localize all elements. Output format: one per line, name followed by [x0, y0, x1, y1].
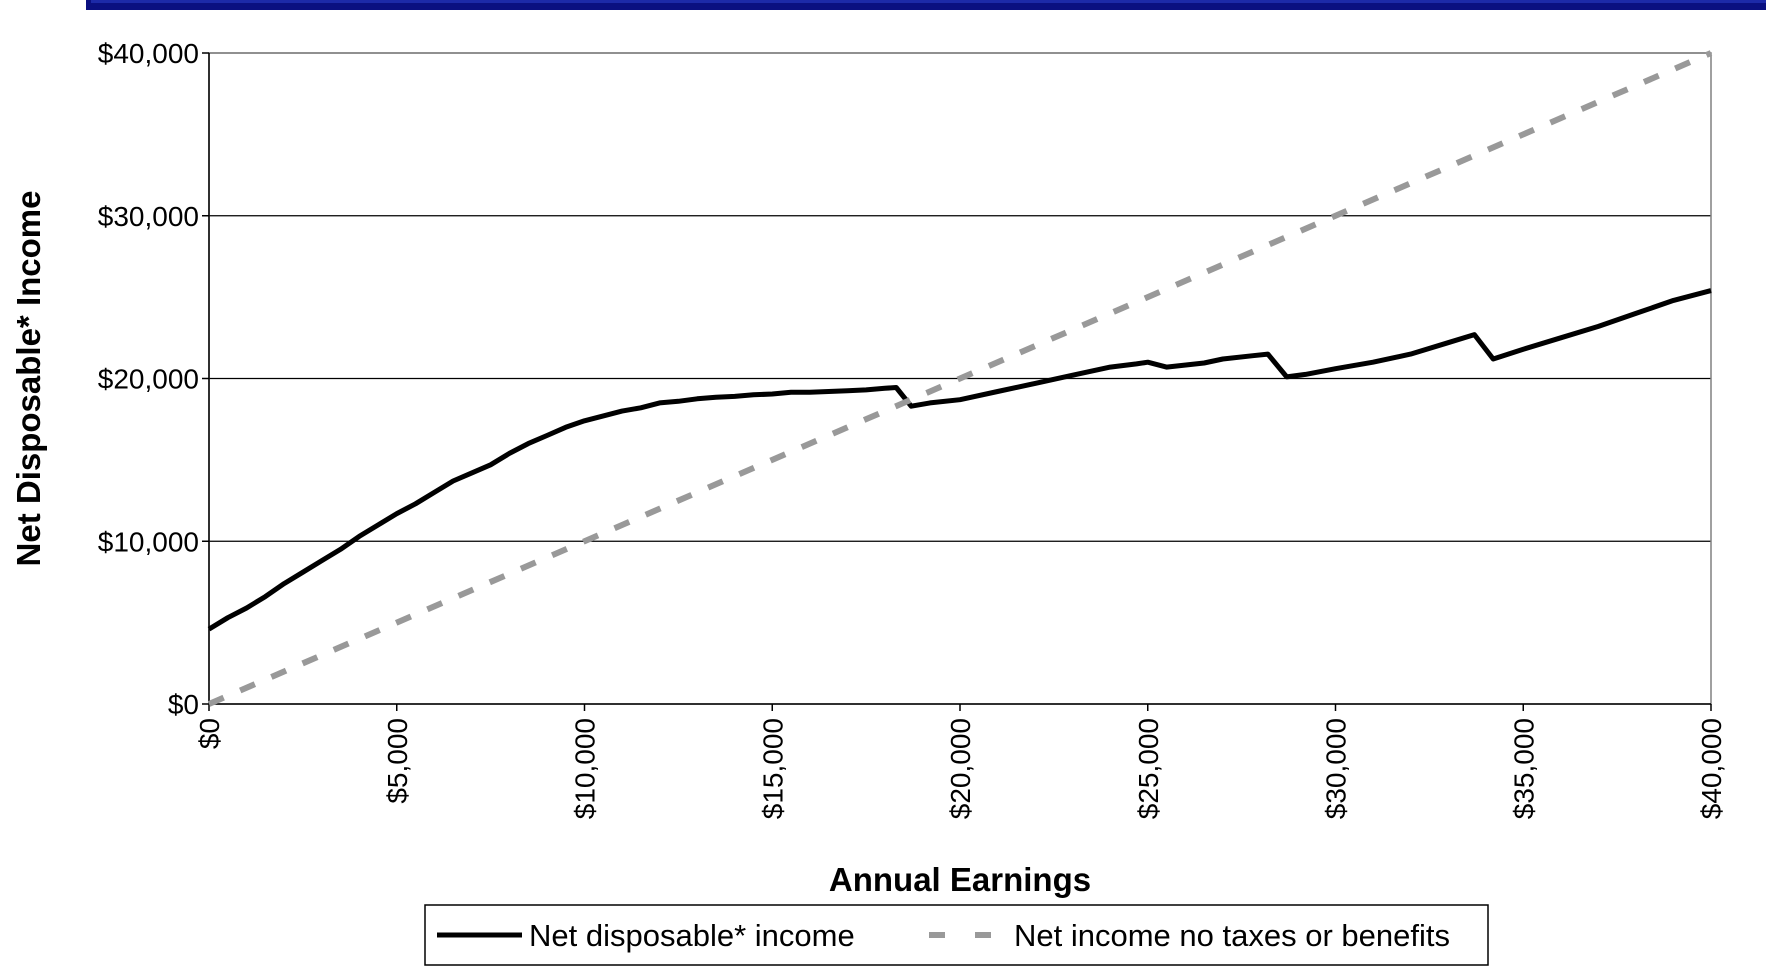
y-tick-label-1: $10,000 — [98, 526, 199, 557]
plot-area: $0 $10,000 $20,000 $30,000 $40,000 $0 $5,000 $1… — [10, 38, 1727, 898]
y-tick-label-2: $20,000 — [98, 364, 199, 395]
x-tick-label-4: $20,000 — [945, 718, 976, 819]
series-line-net-income-no-taxes — [207, 50, 1713, 707]
y-tick-label-4: $40,000 — [98, 38, 199, 69]
legend-box — [424, 904, 1489, 966]
x-tick-label-2: $10,000 — [570, 718, 601, 819]
legend: Net disposable* income Net income no taxe… — [424, 904, 1489, 966]
y-axis-title: Net Disposable* Income — [10, 191, 47, 567]
top-banner-accent — [0, 0, 1766, 3]
x-tick-label-8: $40,000 — [1696, 718, 1727, 819]
top-banner-divider — [86, 0, 91, 10]
x-tick-label-6: $30,000 — [1321, 718, 1352, 819]
series-line-net-disposable-income — [207, 288, 1712, 632]
x-tick-label-3: $15,000 — [757, 718, 788, 819]
legend-label-net-income-no-taxes: Net income no taxes or benefits — [1014, 918, 1450, 953]
x-tick-label-0: $0 — [194, 718, 225, 749]
legend-label-net-disposable-income: Net disposable* income — [529, 918, 855, 953]
top-banner-left-block — [0, 0, 86, 10]
y-tick-label-0: $0 — [168, 689, 199, 720]
x-tick-label-7: $35,000 — [1508, 718, 1539, 819]
y-tick-label-3: $30,000 — [98, 201, 199, 232]
x-tick-label-5: $25,000 — [1133, 718, 1164, 819]
x-axis-title: Annual Earnings — [829, 861, 1091, 898]
x-tick-label-1: $5,000 — [382, 718, 413, 804]
top-banner — [0, 0, 1766, 10]
